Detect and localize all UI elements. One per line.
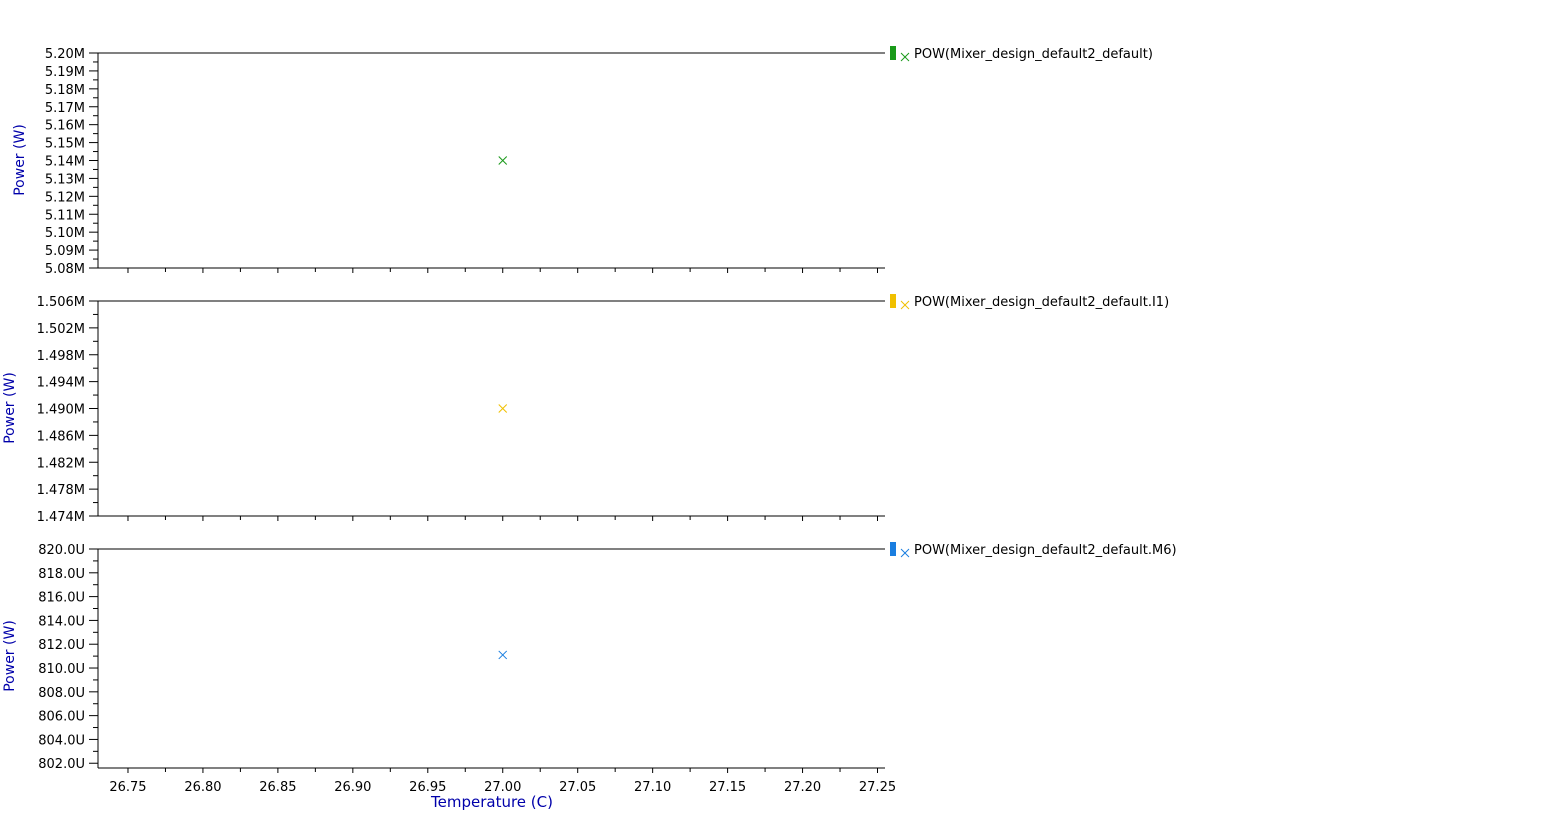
legend-swatch (890, 46, 896, 60)
y-tick-label: 5.11M (45, 208, 85, 223)
chart-panel-3: 820.0U 818.0U 816.0U 814.0U 812.0U 810.0U 808.… (2, 542, 1177, 811)
y-tick-label: 818.0U (38, 567, 85, 582)
y-tick-label: 802.0U (38, 757, 85, 772)
x-tick-label: 26.90 (334, 780, 371, 795)
legend-swatch (890, 294, 896, 308)
y-tick-label: 808.0U (38, 686, 85, 701)
x-tick-label: 27.20 (784, 780, 821, 795)
y-tick-label: 1.498M (37, 349, 85, 364)
y-tick-label: 5.16M (45, 119, 85, 134)
x-tick-label: 26.75 (109, 780, 146, 795)
x-tick-label: 26.80 (184, 780, 221, 795)
y-tick-label: 806.0U (38, 710, 85, 725)
y-tick-label: 5.12M (45, 190, 85, 205)
y-tick-label: 5.15M (45, 137, 85, 152)
y-tick-label: 812.0U (38, 638, 85, 653)
legend-entry: POW(Mixer_design_default2_default.M6) (890, 542, 1177, 558)
y-tick-label: 1.482M (37, 456, 85, 471)
x-tick-label: 27.15 (709, 780, 746, 795)
y-tick-label: 1.478M (37, 483, 85, 498)
y-axis-label: Power (W) (2, 620, 18, 692)
y-tick-label: 1.506M (37, 295, 85, 310)
y-tick-label: 5.19M (45, 65, 85, 80)
legend-label: POW(Mixer_design_default2_default.I1) (914, 295, 1169, 310)
y-tick-label: 820.0U (38, 543, 85, 558)
x-tick-label: 27.10 (634, 780, 671, 795)
y-tick-label: 810.0U (38, 662, 85, 677)
data-point (498, 404, 508, 413)
chart-panel-1: 5.20M 5.19M 5.18M 5.17M 5.16M 5.15M 5.14M 5.13M… (12, 46, 1153, 277)
y-tick-label: 5.17M (45, 101, 85, 116)
y-tick-label: 5.18M (45, 83, 85, 98)
y-axis-label: Power (W) (12, 124, 28, 196)
y-tick-label: 5.20M (45, 47, 85, 62)
y-tick-label: 5.10M (45, 226, 85, 241)
y-tick-label: 816.0U (38, 591, 85, 606)
y-tick-label: 1.502M (37, 322, 85, 337)
x-axis-label: Temperature (C) (430, 793, 553, 811)
y-tick-label: 5.08M (45, 262, 85, 277)
y-tick-label: 5.09M (45, 244, 85, 259)
y-tick-label: 1.486M (37, 429, 85, 444)
legend-label: POW(Mixer_design_default2_default) (914, 47, 1153, 62)
y-axis-label: Power (W) (2, 372, 18, 444)
legend-entry: POW(Mixer_design_default2_default) (890, 46, 1153, 62)
x-tick-label: 27.25 (859, 780, 896, 795)
y-tick-label: 814.0U (38, 614, 85, 629)
legend-label: POW(Mixer_design_default2_default.M6) (914, 543, 1177, 558)
y-tick-label: 1.490M (37, 403, 85, 418)
chart-panel-2: 1.506M 1.502M 1.498M 1.494M 1.490M 1.486M 1.48… (2, 294, 1169, 525)
x-tick-label: 26.85 (259, 780, 296, 795)
x-tick-label: 27.05 (559, 780, 596, 795)
data-point (498, 650, 508, 660)
y-tick-label: 1.494M (37, 376, 85, 391)
x-tick-label: 27.00 (484, 780, 521, 795)
legend-swatch (890, 542, 896, 556)
data-point (498, 156, 508, 165)
y-tick-label: 5.14M (45, 155, 85, 170)
y-tick-label: 1.474M (37, 510, 85, 525)
y-tick-label: 5.13M (45, 172, 85, 187)
legend-entry: POW(Mixer_design_default2_default.I1) (890, 294, 1169, 310)
x-tick-label: 26.95 (409, 780, 446, 795)
y-tick-label: 804.0U (38, 733, 85, 748)
